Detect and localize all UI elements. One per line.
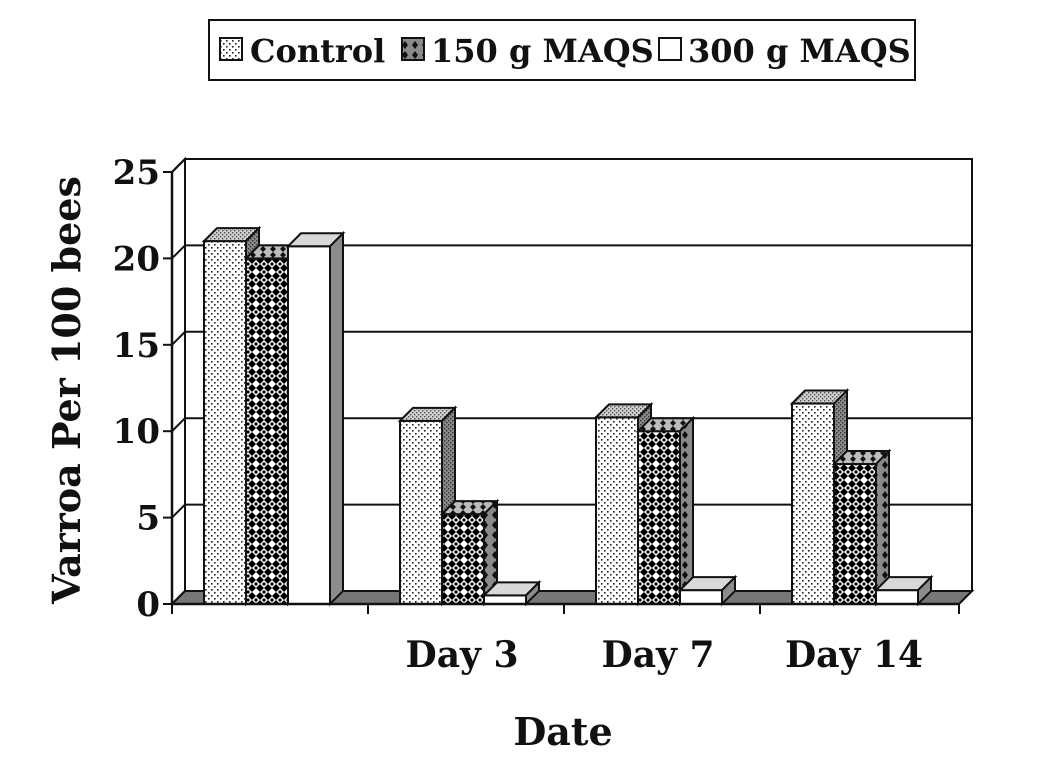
y-tick-label: 10 (113, 412, 160, 452)
bar (831, 448, 892, 607)
x-tick-label: Day 3 (405, 634, 518, 676)
y-tick-label: 20 (113, 239, 160, 279)
bar-side (917, 574, 932, 607)
bar-side (329, 230, 344, 607)
bar (873, 574, 934, 607)
bar (677, 574, 738, 607)
left-wall (171, 156, 186, 607)
gridline-wall (171, 331, 186, 346)
legend-label: 300 g MAQS (688, 32, 911, 70)
y-tick-label: 5 (136, 499, 160, 539)
bar-side (679, 415, 694, 607)
legend-label: 150 g MAQS (431, 32, 654, 70)
bar-front (595, 416, 639, 605)
bar-front (245, 257, 289, 605)
x-tick-label: Day 14 (785, 634, 923, 676)
y-tick-label: 0 (136, 585, 160, 625)
bar-front (833, 463, 877, 606)
y-axis-title: Varroa Per 100 bees (44, 176, 89, 605)
legend-box (208, 19, 916, 81)
y-tick-label: 15 (113, 326, 160, 366)
bar (481, 579, 542, 607)
bar-front (203, 240, 247, 605)
bar-front (287, 245, 331, 606)
gridline-wall (171, 417, 186, 432)
bar-side (525, 579, 540, 607)
bar-front (875, 589, 919, 606)
bar-front (791, 402, 835, 605)
bar (635, 415, 696, 607)
bar-side (721, 574, 736, 607)
legend-swatch (219, 37, 243, 61)
bar (439, 498, 500, 607)
x-tick-label: Day 7 (601, 634, 714, 676)
legend-swatch (658, 37, 682, 61)
bar-front (483, 594, 527, 605)
bar (789, 388, 850, 607)
bar-front (679, 589, 723, 606)
bar-front (399, 419, 443, 605)
legend-label: Control (250, 32, 385, 70)
bar-front (637, 430, 681, 606)
y-tick-label: 25 (113, 153, 160, 193)
gridline-wall (171, 244, 186, 260)
gridline-wall (171, 158, 186, 173)
bar (285, 230, 346, 607)
x-axis-title: Date (513, 709, 612, 754)
legend-swatch (401, 37, 425, 61)
bar-front (441, 513, 485, 605)
gridline-wall (171, 503, 186, 519)
